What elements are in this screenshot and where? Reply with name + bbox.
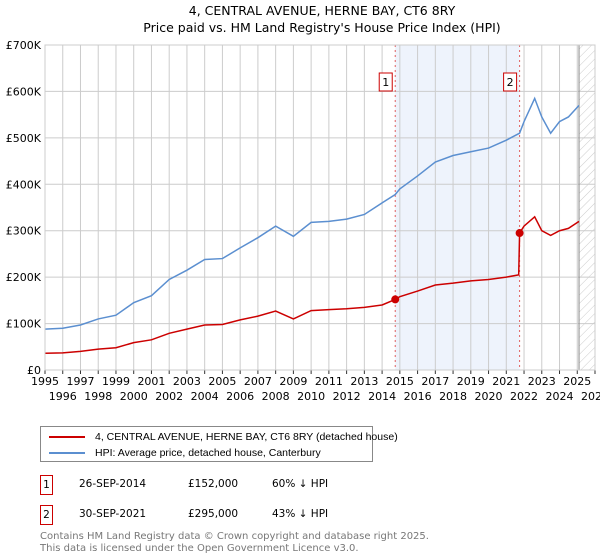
legend-property: 4, CENTRAL AVENUE, HERNE BAY, CT6 8RY (d…: [95, 431, 398, 443]
y-tick-label: £700K: [6, 39, 42, 52]
x-tick-label: 2009: [279, 375, 307, 388]
x-tick-label: 2004: [191, 390, 219, 403]
sale-row-2: 2 30-SEP-2021 £295,000 43% ↓ HPI: [40, 505, 580, 525]
x-tick-label: 2007: [244, 375, 272, 388]
footer: Contains HM Land Registry data © Crown c…: [40, 531, 429, 555]
price-chart: 4, CENTRAL AVENUE, HERNE BAY, CT6 8RY Pr…: [6, 3, 600, 403]
x-tick-label: 2001: [137, 375, 165, 388]
sale-label: 1: [382, 76, 389, 89]
legend-blue-swatch: [49, 452, 85, 454]
sale-label-box: [378, 72, 393, 92]
hpi-line: [44, 96, 580, 330]
x-tick-label: 2021: [492, 375, 520, 388]
sale-badge: 2: [40, 505, 53, 525]
x-tick-label: 2024: [546, 390, 574, 403]
x-tick-label: 2008: [262, 390, 290, 403]
x-tick-label: 2017: [421, 375, 449, 388]
property-price-line: [44, 215, 580, 355]
y-tick-label: £500K: [6, 132, 42, 145]
y-tick-label: £0: [27, 364, 41, 377]
y-tick-label: £300K: [6, 225, 42, 238]
sale-price: £152,000: [188, 478, 239, 490]
legend-red-swatch: [49, 436, 85, 438]
sale-hpi: 60% ↓ HPI: [272, 478, 329, 490]
x-tick-label: 2000: [120, 390, 148, 403]
chart-title: 4, CENTRAL AVENUE, HERNE BAY, CT6 8RY: [189, 3, 456, 18]
x-tick-label: 2020: [475, 390, 503, 403]
x-tick-label: 2006: [226, 390, 254, 403]
x-tick-label: 2014: [368, 390, 396, 403]
legend-hpi: HPI: Average price, detached house, Cant…: [95, 447, 321, 459]
plot-border: [44, 44, 596, 371]
x-tick-label: 2013: [350, 375, 378, 388]
y-tick-label: £100K: [6, 318, 42, 331]
x-tick-label: 1997: [66, 375, 94, 388]
x-tick-label: 2011: [315, 375, 343, 388]
x-tick-label: 2018: [439, 390, 467, 403]
sale-row-1: 1 26-SEP-2014 £152,000 60% ↓ HPI: [40, 475, 580, 495]
legend: 4, CENTRAL AVENUE, HERNE BAY, CT6 8RY (d…: [40, 426, 398, 462]
between-sales-shade: [395, 45, 520, 370]
chart-subtitle: Price paid vs. HM Land Registry's House …: [143, 20, 500, 35]
sale-label-box: [503, 72, 518, 92]
x-tick-label: 2003: [173, 375, 201, 388]
sale-badge: 1: [40, 475, 53, 495]
y-tick-label: £400K: [6, 178, 42, 191]
x-tick-label: 2012: [333, 390, 361, 403]
sale-point: [391, 295, 400, 304]
x-tick-label: 2023: [528, 375, 556, 388]
sale-point: [515, 229, 524, 238]
x-tick-label: 1998: [84, 390, 112, 403]
x-tick-label: 1996: [49, 390, 77, 403]
forecast-hatch: [579, 45, 595, 370]
sale-date: 30-SEP-2021: [79, 508, 147, 520]
sale-date: 26-SEP-2014: [79, 478, 147, 490]
x-tick-label: 2016: [404, 390, 432, 403]
sale-label: 2: [507, 76, 514, 89]
x-tick-label: 2002: [155, 390, 183, 403]
footer-line-1: Contains HM Land Registry data © Crown c…: [40, 531, 429, 542]
sale-price: £295,000: [188, 508, 239, 520]
x-tick-label: 1999: [102, 375, 130, 388]
x-tick-label: 2025: [563, 375, 591, 388]
x-tick-label: 2026: [581, 390, 600, 403]
x-tick-label: 2019: [457, 375, 485, 388]
x-tick-label: 2005: [208, 375, 236, 388]
sale-hpi: 43% ↓ HPI: [272, 508, 329, 520]
x-tick-label: 1995: [31, 375, 59, 388]
y-tick-label: £200K: [6, 271, 42, 284]
x-tick-label: 2022: [510, 390, 538, 403]
x-tick-label: 2010: [297, 390, 325, 403]
footer-line-2: This data is licensed under the Open Gov…: [40, 543, 359, 554]
y-tick-label: £600K: [6, 85, 42, 98]
x-tick-label: 2015: [386, 375, 414, 388]
